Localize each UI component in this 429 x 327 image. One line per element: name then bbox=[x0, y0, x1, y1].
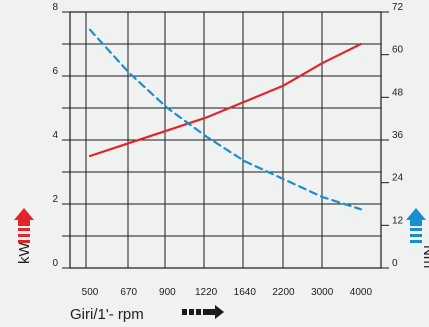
x-axis-label: Giri/1'- rpm bbox=[70, 306, 144, 323]
right-tick-label: 48 bbox=[392, 87, 404, 98]
right-tick-label: 60 bbox=[392, 45, 404, 56]
x-tick-label: 1220 bbox=[195, 287, 218, 298]
right-tick-label: 0 bbox=[392, 258, 398, 269]
rpm-arrow-icon bbox=[182, 305, 224, 319]
x-tick-label: 670 bbox=[120, 287, 137, 298]
left-tick-label: 2 bbox=[52, 194, 58, 205]
left-tick-label: 6 bbox=[52, 66, 58, 77]
torque-nm-line bbox=[88, 28, 362, 211]
x-tick-label: 1640 bbox=[234, 287, 257, 298]
left-tick-label: 0 bbox=[52, 258, 58, 269]
x-tick-label: 900 bbox=[159, 287, 176, 298]
x-tick-label: 500 bbox=[82, 287, 99, 298]
right-tick-label: 36 bbox=[392, 130, 404, 141]
kw-axis-label: kW bbox=[16, 242, 33, 265]
chart-series bbox=[88, 28, 362, 211]
nm-arrow-icon bbox=[406, 208, 426, 243]
kw-arrow-icon bbox=[14, 208, 34, 243]
right-tick-label: 12 bbox=[392, 215, 404, 226]
left-tick-label: 8 bbox=[52, 2, 58, 13]
right-tick-label: 24 bbox=[392, 173, 404, 184]
x-tick-label: 2200 bbox=[272, 287, 295, 298]
nm-axis-label: Nm bbox=[420, 245, 429, 268]
right-tick-label: 72 bbox=[392, 2, 404, 13]
power-kw-line bbox=[88, 42, 362, 158]
chart-grid bbox=[62, 11, 382, 269]
x-tick-label: 3000 bbox=[311, 287, 334, 298]
left-tick-label: 4 bbox=[52, 130, 58, 141]
x-tick-label: 4000 bbox=[350, 287, 373, 298]
